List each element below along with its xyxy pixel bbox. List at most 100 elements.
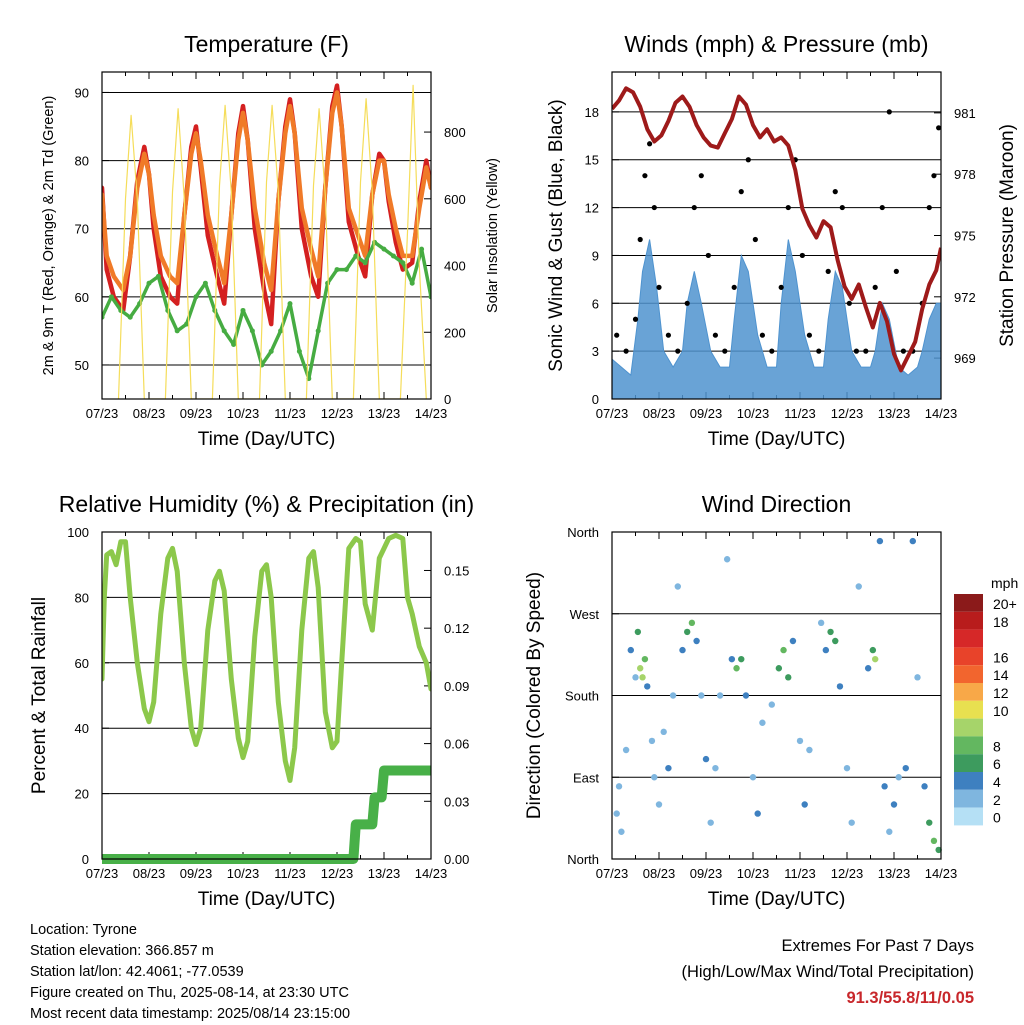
gust-point — [832, 189, 838, 195]
x-tick-label: 11/23 — [274, 406, 306, 421]
direction-point — [627, 646, 634, 654]
x-tick-label: 14/23 — [415, 406, 448, 421]
direction-point — [780, 646, 787, 654]
dewpoint-point — [362, 260, 368, 266]
y-tick-label: North — [567, 852, 599, 867]
legend-label: 12 — [993, 685, 1009, 701]
direction-point — [712, 764, 719, 772]
gust-point — [926, 204, 932, 211]
gust-point — [642, 173, 648, 179]
y-tick-label: 40 — [75, 721, 89, 736]
x-tick-label: 13/23 — [878, 866, 911, 881]
direction-point — [935, 846, 942, 854]
x-axis-label: Time (Day/UTC) — [198, 889, 336, 910]
figure-created: Figure created on Thu, 2025-08-14, at 23… — [30, 985, 349, 1001]
dewpoint-point — [249, 328, 255, 334]
y-axis-label: Direction (Colored By Speed) — [524, 572, 545, 819]
gust-point — [698, 173, 704, 179]
direction-point — [644, 683, 651, 690]
gust-point — [806, 332, 813, 338]
direction-point — [679, 646, 686, 654]
direction-point — [902, 764, 909, 772]
legend-label: 14 — [993, 667, 1009, 683]
gust-point — [863, 348, 869, 354]
direction-point — [665, 764, 672, 772]
y-tick-label: 9 — [592, 248, 599, 263]
gust-point — [623, 348, 629, 354]
legend-swatch — [954, 647, 983, 666]
direction-point — [801, 801, 808, 808]
direction-point — [707, 819, 714, 826]
direction-point — [634, 628, 642, 636]
direction-point — [674, 583, 681, 590]
dewpoint-point — [325, 280, 331, 286]
x-tick-label: 08/23 — [643, 406, 676, 421]
gust-point — [785, 204, 791, 211]
y-tick-label: 0 — [82, 852, 89, 867]
y-tick-label: 90 — [75, 85, 89, 100]
x-tick-label: 10/23 — [737, 406, 770, 421]
y2-tick-label: 0.09 — [444, 679, 469, 694]
dewpoint-point — [174, 328, 180, 334]
direction-point — [622, 746, 630, 754]
gust-point — [900, 348, 907, 354]
chart-title: Relative Humidity (%) & Precipitation (i… — [59, 491, 474, 517]
x-axis-label: Time (Day/UTC) — [708, 889, 846, 910]
direction-point — [921, 783, 928, 790]
direction-point — [768, 701, 775, 708]
y-axis-label: Sonic Wind & Gust (Blue, Black) — [546, 99, 567, 371]
y2-tick-label: 978 — [954, 167, 976, 182]
gust-point — [816, 348, 822, 354]
x-tick-label: 07/23 — [86, 406, 119, 421]
direction-point — [648, 737, 656, 745]
direction-point — [759, 719, 766, 726]
series-line-9m-t — [102, 90, 431, 293]
dewpoint-point — [202, 280, 208, 286]
direction-point — [789, 637, 797, 645]
legend-label: 20+ — [993, 596, 1017, 612]
y-tick-label: 0 — [592, 392, 599, 407]
legend-label: 18 — [993, 614, 1009, 630]
direction-point — [615, 783, 623, 790]
legend-title: mph — [991, 575, 1018, 591]
direction-point — [864, 665, 872, 672]
gust-point — [931, 173, 937, 179]
gust-point — [853, 348, 860, 354]
x-tick-label: 12/23 — [831, 866, 864, 881]
direction-point — [822, 646, 830, 654]
dewpoint-point — [343, 267, 349, 273]
x-tick-label: 14/23 — [925, 866, 958, 881]
y2-axis-label: Solar Insolation (Yellow) — [485, 158, 501, 313]
direction-point — [639, 674, 646, 681]
dewpoint-point — [268, 348, 274, 354]
y2-tick-label: 0.12 — [444, 621, 469, 636]
x-axis-label: Time (Day/UTC) — [198, 429, 336, 450]
x-tick-label: 08/23 — [133, 866, 166, 881]
y-tick-label: 60 — [75, 656, 89, 671]
direction-point — [738, 655, 745, 663]
x-tick-label: 14/23 — [925, 406, 958, 421]
y2-tick-label: 600 — [444, 192, 466, 207]
plot-frame — [101, 71, 432, 400]
x-tick-label: 13/23 — [368, 866, 401, 881]
gust-point — [731, 284, 737, 290]
direction-point — [688, 619, 696, 627]
direction-point — [855, 583, 862, 590]
x-tick-label: 09/23 — [690, 406, 723, 421]
direction-point — [651, 774, 658, 781]
direction-point — [723, 556, 731, 563]
direction-point — [909, 537, 916, 545]
direction-point — [914, 674, 921, 681]
gust-point — [665, 332, 672, 338]
direction-point — [872, 655, 879, 663]
y2-tick-label: 0.00 — [444, 852, 469, 867]
y2-tick-label: 400 — [444, 259, 466, 274]
station-elevation: Station elevation: 366.857 m — [30, 943, 214, 959]
gust-point — [799, 252, 805, 259]
gust-point — [872, 284, 878, 290]
gust-point — [839, 204, 845, 211]
plot-frame — [611, 71, 942, 400]
chart-title: Winds (mph) & Pressure (mb) — [624, 31, 928, 57]
plot-area — [613, 537, 942, 854]
